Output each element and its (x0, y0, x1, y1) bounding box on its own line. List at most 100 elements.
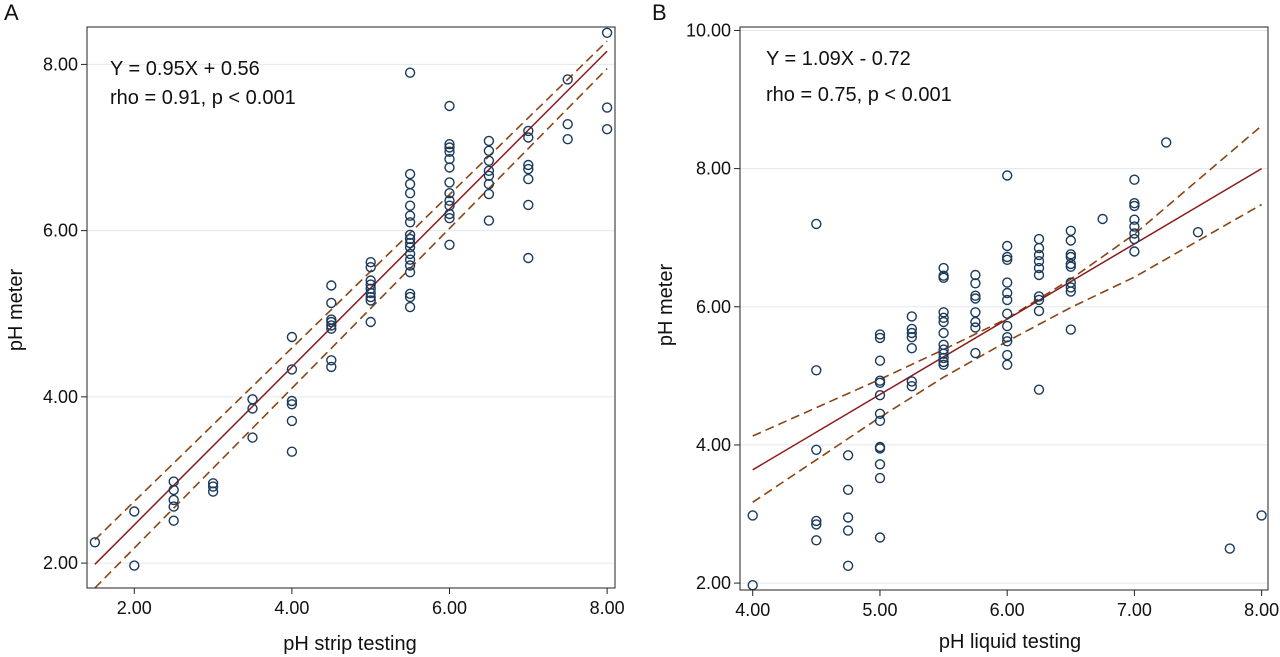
panel-a-point-5 (168, 494, 179, 506)
panel-a-y-axis-title: pH meter (5, 269, 27, 352)
panel-b-point-77 (1065, 225, 1077, 237)
panel-b-point-87 (1097, 213, 1108, 225)
panel-b-point-67 (1033, 233, 1045, 245)
panel-a-equation: Y = 0.95X + 0.56 (110, 58, 260, 80)
panel-b-point-80 (1065, 251, 1077, 263)
panel-a-point-60 (444, 162, 455, 173)
panel-b-point-26 (906, 311, 917, 322)
panel-b-equation: Y = 1.09X - 0.72 (766, 48, 911, 70)
panel-a-point-52 (404, 288, 416, 299)
panel-b-point-84 (1065, 282, 1077, 293)
panel-a-point-77 (523, 132, 534, 143)
panel-b-point-57 (1002, 254, 1013, 265)
panel-b-point-18 (874, 390, 886, 401)
panel-b-point-35 (938, 272, 949, 283)
panel-a-gridlines (87, 63, 615, 564)
panel-b-point-1 (747, 580, 758, 591)
panel-b-point-45 (938, 359, 949, 370)
panel-a-confidence-band (94, 40, 608, 589)
panel-b-x-tick-label-0: 4.00 (735, 600, 770, 620)
panel-b-point-58 (1002, 277, 1013, 288)
panel-b-point-43 (938, 352, 949, 364)
panel-b-point-29 (906, 332, 917, 343)
panel-b-point-76 (1033, 384, 1045, 395)
panel-b-point-63 (1002, 332, 1013, 343)
panel-b-confidence-upper (752, 125, 1263, 437)
panel-a-point-54 (404, 301, 416, 313)
panel-a-point-49 (404, 254, 416, 265)
panel-b-point-9 (842, 484, 854, 495)
panel-a-point-62 (444, 187, 455, 199)
panel-b-point-47 (970, 278, 981, 289)
panel-a-point-9 (207, 481, 219, 492)
panel-b-point-41 (938, 344, 949, 355)
panel-a-point-7 (168, 515, 179, 526)
panel-b-y-tick-label-0: 2.00 (696, 573, 731, 593)
panel-b-point-99 (1256, 510, 1267, 521)
panel-a-point-10 (207, 486, 219, 497)
panel-b-x-tick-label-4: 8.00 (1244, 600, 1279, 620)
panel-a-correlation: rho = 0.91, p < 0.001 (110, 87, 296, 109)
panel-b-point-78 (1065, 235, 1077, 246)
panel-b-x-tick-label-2: 6.00 (990, 600, 1025, 620)
panel-a-point-13 (247, 432, 258, 443)
panel-a-x-tick-label-1: 4.00 (274, 598, 309, 618)
panel-b-point-75 (1033, 305, 1045, 317)
panel-a-point-43 (404, 217, 416, 228)
panel-b-y-tick-label-2: 6.00 (696, 297, 731, 317)
panel-b-point-81 (1065, 258, 1077, 270)
panel-b-point-28 (906, 327, 917, 339)
panel-b-point-91 (1129, 214, 1140, 225)
panel-a-y-tick-label-2: 6.00 (43, 221, 78, 241)
panel-a-point-81 (523, 199, 534, 211)
panel-a-point-14 (286, 331, 298, 343)
panel-b-point-52 (970, 322, 981, 333)
panel-a-point-3 (168, 476, 179, 487)
panel-a-point-69 (483, 145, 495, 157)
panel-a-point-41 (404, 200, 416, 211)
panel-a-point-61 (444, 177, 455, 188)
panel-b-point-3 (811, 365, 822, 376)
panel-b-point-16 (874, 375, 886, 386)
panel-a-point-35 (365, 295, 376, 306)
panel-b-point-20 (874, 415, 886, 426)
panel-b-point-94 (1129, 233, 1140, 245)
panel-a-point-46 (404, 237, 416, 249)
panel-b-regression-line (752, 167, 1263, 471)
panel-a-point-34 (365, 291, 376, 303)
panel-a-point-20 (326, 280, 337, 291)
panel-b-point-14 (874, 332, 886, 344)
panel-a-point-85 (562, 133, 573, 145)
panel-b-point-8 (842, 450, 854, 461)
panel-b-point-85 (1065, 286, 1077, 297)
panel-a-point-50 (404, 260, 416, 271)
panel-b-point-39 (938, 327, 949, 339)
panel-b-x-tick-label-3: 7.00 (1117, 600, 1152, 620)
panel-b-point-59 (1002, 287, 1013, 299)
panel-b-point-90 (1129, 200, 1140, 212)
panel-b-point-38 (938, 316, 949, 328)
panel-b-point-95 (1129, 246, 1140, 257)
panel-b-point-60 (1002, 294, 1013, 306)
panel-a-point-68 (483, 135, 495, 147)
panel-a-point-28 (365, 257, 376, 268)
panel-b-point-22 (874, 443, 886, 454)
panel-b-fit-line (752, 167, 1263, 471)
panel-a-point-48 (404, 248, 416, 260)
panel-b-confidence-band (752, 125, 1263, 503)
panel-a-point-51 (404, 267, 416, 278)
panel-b-point-69 (1033, 249, 1045, 261)
panel-a-confidence-upper (94, 40, 608, 541)
panel-a-point-56 (444, 138, 455, 150)
panel-a-point-15 (286, 364, 298, 375)
panel-b: B 4.00 5.00 6.00 7.00 8.002.004.006.008.0010… (652, 0, 1279, 653)
panel-b-point-89 (1129, 197, 1140, 209)
panel-b-point-98 (1224, 543, 1236, 554)
panel-b-point-6 (811, 519, 822, 530)
panel-b-point-42 (938, 348, 949, 359)
panel-b-point-11 (842, 525, 854, 536)
panel-b-point-96 (1160, 137, 1172, 148)
panel-a-point-86 (601, 27, 613, 38)
panel-a-point-1 (129, 506, 140, 517)
panel-b-scatter-points (747, 137, 1267, 591)
